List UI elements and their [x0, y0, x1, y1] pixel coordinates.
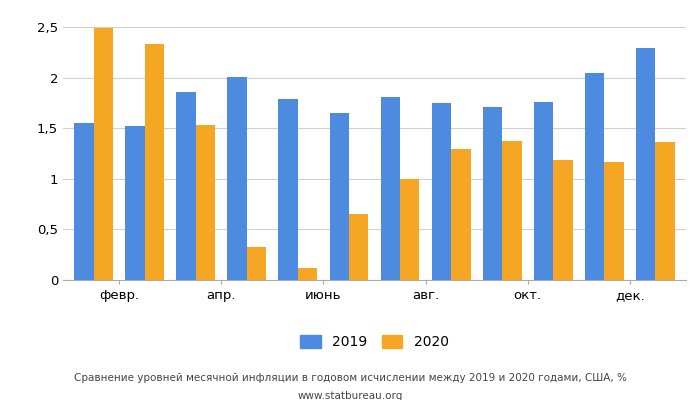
Bar: [585, 73, 604, 280]
Bar: [145, 44, 164, 280]
Bar: [553, 160, 573, 280]
Bar: [247, 247, 266, 280]
Bar: [636, 48, 655, 280]
Bar: [349, 214, 368, 280]
Bar: [279, 99, 298, 280]
Bar: [655, 142, 675, 280]
Bar: [196, 125, 215, 280]
Bar: [483, 107, 502, 280]
Bar: [125, 126, 145, 280]
Bar: [432, 103, 451, 280]
Bar: [604, 162, 624, 280]
Bar: [228, 77, 247, 280]
Bar: [502, 142, 522, 280]
Bar: [74, 123, 94, 280]
Bar: [400, 179, 419, 280]
Bar: [534, 102, 553, 280]
Legend: 2019, 2020: 2019, 2020: [295, 330, 454, 355]
Text: Сравнение уровней месячной инфляции в годовом исчислении между 2019 и 2020 годам: Сравнение уровней месячной инфляции в го…: [74, 373, 626, 383]
Bar: [330, 113, 349, 280]
Bar: [298, 268, 317, 280]
Bar: [451, 148, 470, 280]
Bar: [176, 92, 196, 280]
Bar: [94, 28, 113, 280]
Bar: [381, 97, 400, 280]
Text: www.statbureau.org: www.statbureau.org: [298, 391, 402, 400]
